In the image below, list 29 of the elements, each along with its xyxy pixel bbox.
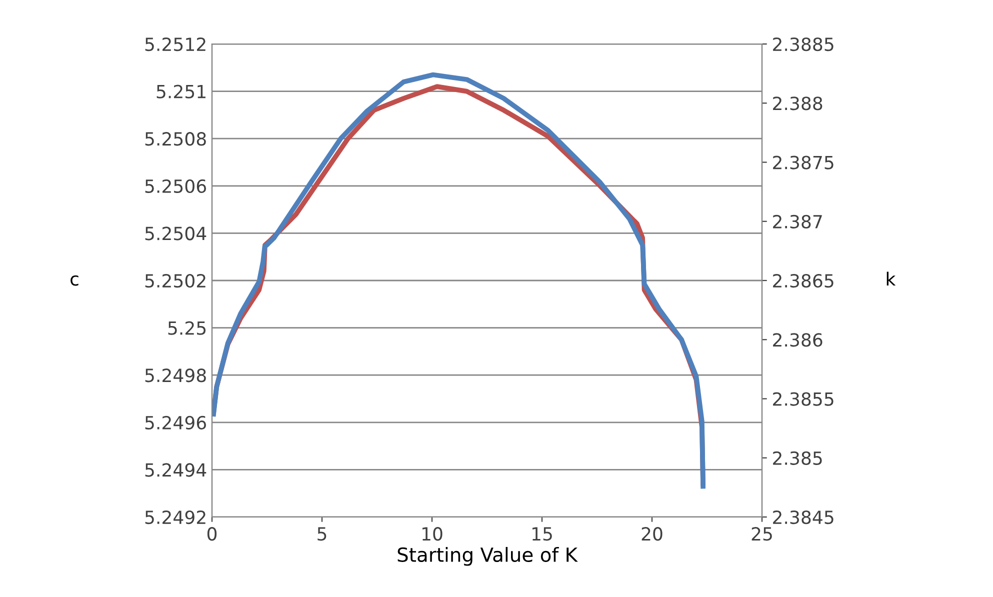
y-axis-title: c	[70, 275, 78, 286]
x-tick-label: 5	[318, 527, 326, 541]
y2-tick-label: 2.386	[773, 333, 822, 347]
x-tick-label: 20	[642, 527, 662, 541]
x-tick-label: 25	[752, 527, 772, 541]
y2-axis-title: k	[886, 272, 896, 286]
y2-tick-label: 2.3865	[773, 274, 834, 288]
y2-tick-label: 2.3885	[773, 37, 834, 52]
y-tick-label: 5.251	[156, 84, 206, 98]
x-tick-label: 10	[422, 527, 442, 541]
x-axis-title: Starting Value of K	[398, 546, 578, 566]
y2-tick-label: 2.3845	[773, 510, 834, 524]
y2-tick-label: 2.3875	[773, 156, 834, 170]
x-tick-label: 0	[207, 527, 217, 541]
y2-tick-label: 2.3855	[773, 392, 834, 406]
y-tick-label: 5.2504	[145, 226, 206, 240]
y-tick-label: 5.2506	[145, 179, 206, 194]
y2-tick-label: 2.388	[773, 96, 822, 110]
y-tick-label: 5.2502	[145, 274, 206, 288]
y-tick-label: 5.2494	[145, 463, 206, 477]
y-tick-label: 5.2492	[145, 510, 206, 524]
y-tick-label: 5.2508	[145, 132, 206, 146]
y2-tick-label: 2.385	[773, 451, 822, 465]
x-tick-label: 15	[532, 527, 552, 541]
y-tick-label: 5.2512	[145, 37, 206, 52]
y-tick-label: 5.2496	[145, 416, 206, 430]
y-tick-label: 5.2498	[145, 368, 206, 382]
y2-tick-label: 2.387	[773, 214, 822, 228]
y-tick-label: 5.25	[168, 321, 206, 335]
